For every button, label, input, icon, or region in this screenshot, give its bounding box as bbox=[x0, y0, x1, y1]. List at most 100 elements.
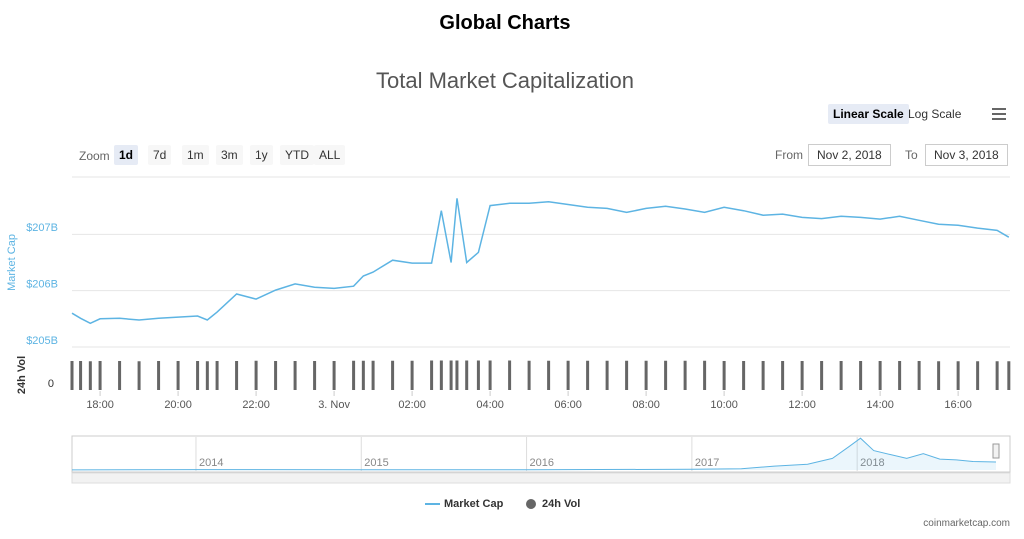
x-tick-label: 3. Nov bbox=[318, 399, 350, 411]
bar bbox=[547, 360, 551, 390]
zoom-button[interactable]: 7d bbox=[148, 145, 172, 165]
bar bbox=[859, 361, 863, 390]
bar bbox=[79, 361, 83, 390]
bar bbox=[644, 360, 648, 390]
from-input[interactable]: Nov 2, 2018 bbox=[808, 144, 891, 166]
log-scale[interactable]: Log Scale bbox=[908, 107, 962, 121]
zoom-button[interactable]: 3m bbox=[216, 145, 243, 165]
bar bbox=[274, 361, 278, 390]
bar bbox=[742, 361, 746, 390]
bar bbox=[917, 361, 921, 390]
bar bbox=[449, 360, 453, 390]
menu-icon bbox=[992, 108, 1006, 110]
bar bbox=[761, 361, 765, 390]
legend-symbol bbox=[526, 499, 536, 509]
y-tick-label: $205B bbox=[26, 335, 58, 347]
bar bbox=[1007, 361, 1011, 390]
x-tick-label: 14:00 bbox=[866, 399, 894, 411]
x-tick-label: 2014 bbox=[199, 457, 223, 469]
from-label: From bbox=[775, 148, 803, 162]
bar bbox=[137, 361, 141, 390]
line bbox=[71, 198, 1010, 325]
bar bbox=[976, 361, 980, 390]
bar bbox=[254, 360, 258, 390]
bar bbox=[683, 360, 687, 390]
bar bbox=[361, 360, 365, 390]
bar bbox=[800, 361, 804, 390]
zoom-button[interactable]: 1y bbox=[250, 145, 273, 165]
bar bbox=[430, 360, 434, 390]
bar bbox=[508, 360, 512, 390]
x-tick-label: 22:00 bbox=[242, 399, 270, 411]
area bbox=[72, 438, 996, 470]
bar bbox=[664, 360, 668, 390]
x-tick-label: 20:00 bbox=[164, 399, 192, 411]
bar bbox=[527, 360, 531, 390]
to-input[interactable]: Nov 3, 2018 bbox=[925, 144, 1008, 166]
credit: coinmarketcap.com bbox=[923, 518, 1010, 529]
zoom-button[interactable]: ALL bbox=[314, 145, 346, 165]
bar bbox=[352, 360, 356, 390]
zoom-label: Zoom bbox=[79, 149, 110, 163]
bar bbox=[196, 361, 200, 390]
bar bbox=[176, 361, 180, 390]
x-tick-label: 10:00 bbox=[710, 399, 738, 411]
zoom-button[interactable]: 1m bbox=[182, 145, 209, 165]
bar bbox=[157, 361, 161, 390]
menu-icon bbox=[992, 113, 1006, 115]
x-tick-label: 2018 bbox=[860, 457, 884, 469]
line bbox=[71, 437, 997, 471]
bar bbox=[98, 361, 102, 390]
zoom-button[interactable]: 1d bbox=[114, 145, 139, 165]
bar bbox=[70, 361, 74, 390]
bar bbox=[586, 360, 590, 390]
bar bbox=[439, 360, 443, 390]
navigator-handle bbox=[992, 443, 1000, 459]
x-tick-label: 2015 bbox=[364, 457, 388, 469]
y-tick-label: $207B bbox=[26, 222, 58, 234]
bar bbox=[235, 361, 239, 390]
bar bbox=[937, 361, 941, 390]
x-tick-label: 04:00 bbox=[476, 399, 504, 411]
bar bbox=[488, 360, 492, 390]
bar bbox=[878, 361, 882, 390]
bar bbox=[371, 360, 375, 390]
bar bbox=[476, 360, 480, 390]
bar bbox=[781, 361, 785, 390]
bar bbox=[410, 360, 414, 390]
bar bbox=[625, 360, 629, 390]
bar bbox=[956, 361, 960, 390]
bar bbox=[898, 361, 902, 390]
x-tick-label: 08:00 bbox=[632, 399, 660, 411]
bar bbox=[455, 360, 459, 390]
bar bbox=[391, 360, 395, 390]
x-tick-label: 2017 bbox=[695, 457, 719, 469]
bar bbox=[995, 361, 999, 390]
bar bbox=[215, 361, 219, 390]
y-axis-title: 24h Vol bbox=[16, 356, 28, 394]
legend-label[interactable]: 24h Vol bbox=[542, 498, 580, 510]
bar bbox=[722, 361, 726, 390]
bar bbox=[703, 360, 707, 390]
zoom-button[interactable]: YTD bbox=[280, 145, 314, 165]
bar bbox=[605, 360, 609, 390]
bar bbox=[332, 361, 336, 390]
to-label: To bbox=[905, 148, 918, 162]
chart-title: Total Market Capitalization bbox=[376, 68, 634, 93]
legend-label[interactable]: Market Cap bbox=[444, 498, 504, 510]
y-tick-label: $206B bbox=[26, 279, 58, 291]
bar bbox=[820, 361, 824, 390]
x-tick-label: 12:00 bbox=[788, 399, 816, 411]
linear-scale[interactable]: Linear Scale bbox=[828, 104, 909, 124]
navigator-frame bbox=[71, 435, 1011, 473]
bar bbox=[88, 361, 92, 390]
menu-icon bbox=[992, 118, 1006, 120]
scrollbar bbox=[71, 472, 1011, 484]
page-title: Global Charts bbox=[439, 12, 571, 34]
x-tick-label: 06:00 bbox=[554, 399, 582, 411]
x-tick-label: 2016 bbox=[530, 457, 554, 469]
bar bbox=[205, 361, 209, 390]
bar bbox=[118, 361, 122, 390]
